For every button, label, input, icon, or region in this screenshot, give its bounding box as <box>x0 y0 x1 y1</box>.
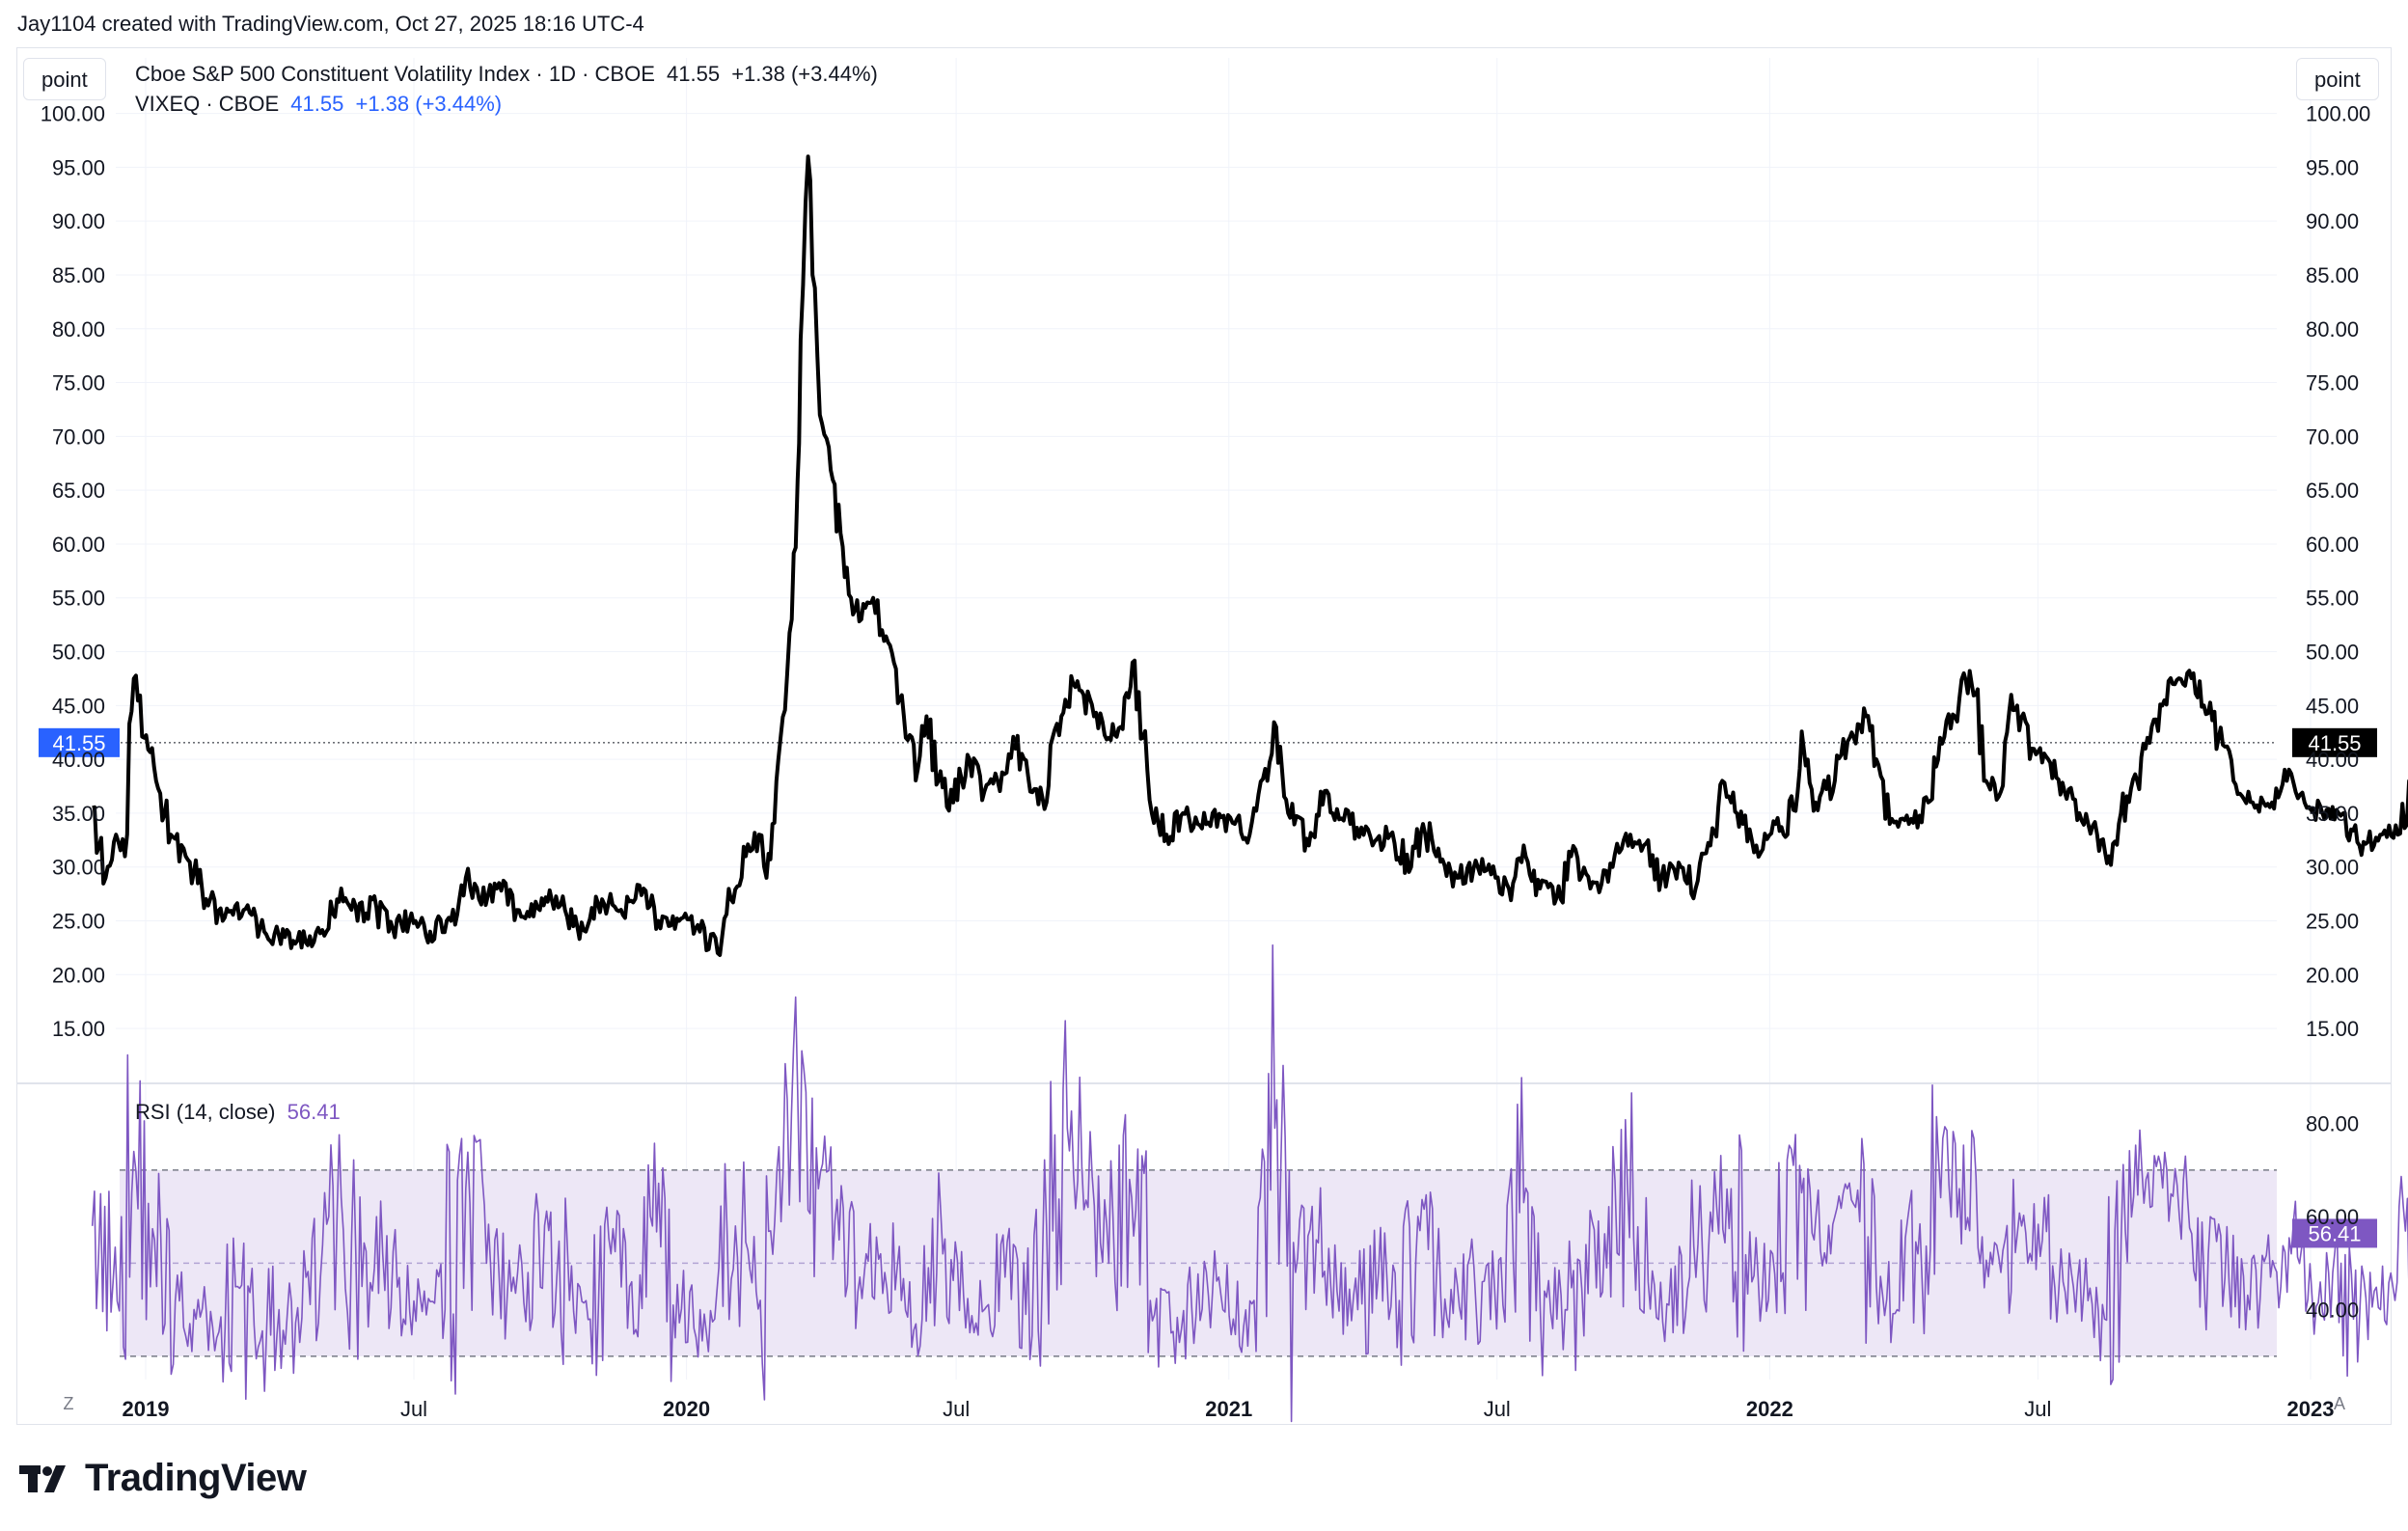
rsi-legend-label[interactable]: RSI (14, close) <box>135 1100 276 1124</box>
x-tick-label: Jul <box>400 1397 427 1421</box>
y-tick-label-left: 95.00 <box>52 155 105 179</box>
y-tick-label-left: 40.00 <box>52 748 105 772</box>
y-tick-label-right: 30.00 <box>2306 856 2359 880</box>
x-tick-label: 2021 <box>1205 1397 1252 1421</box>
rsi-series-line <box>91 943 2408 1423</box>
x-tick-label: Jul <box>1484 1397 1511 1421</box>
y-tick-label-left: 60.00 <box>52 533 105 557</box>
rsi-band-layer <box>120 1169 2277 1357</box>
x-tick-label: 2022 <box>1746 1397 1793 1421</box>
tradingview-logo[interactable]: TradingView <box>19 1457 307 1500</box>
y-tick-label-left: 30.00 <box>52 856 105 880</box>
y-tick-label-left: 65.00 <box>52 478 105 503</box>
x-tick-label: Jul <box>943 1397 970 1421</box>
y-tick-label-right: 50.00 <box>2306 641 2359 665</box>
y-tick-label-left: 50.00 <box>52 641 105 665</box>
x-tick-label: Jul <box>2024 1397 2051 1421</box>
y-tick-label-right: 25.00 <box>2306 910 2359 934</box>
y-tick-label-left: 55.00 <box>52 587 105 611</box>
y-tick-label-right: 65.00 <box>2306 478 2359 503</box>
y-tick-label-left: 20.00 <box>52 963 105 987</box>
y-tick-label-left: 75.00 <box>52 371 105 396</box>
y-tick-label-left: 25.00 <box>52 910 105 934</box>
rsi-legend[interactable]: RSI (14, close) 56.41 <box>135 1100 346 1125</box>
rsi-layer: 56.41 <box>91 943 2408 1423</box>
grid-layer <box>116 58 2312 1380</box>
last-price-badge-left <box>39 727 120 757</box>
symbol-legend[interactable]: VIXEQ · CBOE 41.55 +1.38 (+3.44%) <box>135 92 507 117</box>
scale-mode-button-left[interactable]: point <box>23 58 106 100</box>
x-tick-label: 2020 <box>663 1397 710 1421</box>
x-tick-label: 2023 <box>2286 1397 2334 1421</box>
y-tick-label-right: 60.00 <box>2306 533 2359 557</box>
y-tick-label-left: 80.00 <box>52 317 105 342</box>
y-tick-label-left: 85.00 <box>52 263 105 287</box>
rsi-y-tick-label: 60.00 <box>2306 1205 2359 1229</box>
axis-layer: 2019Jul2020Jul2021Jul2022Jul2023Jul2024J… <box>41 102 2371 1421</box>
y-tick-label-right: 70.00 <box>2306 424 2359 449</box>
rsi-last-badge <box>2292 1218 2377 1248</box>
rsi-legend-value: 56.41 <box>287 1100 341 1124</box>
main-legend: Cboe S&P 500 Constituent Volatility Inde… <box>135 62 884 87</box>
y-tick-label-right: 55.00 <box>2306 587 2359 611</box>
rsi-y-tick-label: 40.00 <box>2306 1299 2359 1323</box>
last-price-label-left: 41.55 <box>52 731 105 755</box>
x-tick-label: 2019 <box>123 1397 170 1421</box>
attribution-text: Jay1104 created with TradingView.com, Oc… <box>17 12 644 36</box>
rsi-y-tick-label: 80.00 <box>2306 1112 2359 1136</box>
tradingview-logo-text: TradingView <box>85 1457 307 1499</box>
y-tick-label-left: 15.00 <box>52 1017 105 1041</box>
y-tick-label-left: 45.00 <box>52 694 105 718</box>
zoom-icon[interactable]: Z <box>63 1394 74 1413</box>
y-tick-label-left: 100.00 <box>41 102 105 126</box>
y-tick-label-right: 80.00 <box>2306 317 2359 342</box>
scale-mode-button-right[interactable]: point <box>2296 58 2379 100</box>
y-tick-label-right: 100.00 <box>2306 102 2370 126</box>
y-tick-label-right: 35.00 <box>2306 802 2359 826</box>
y-tick-label-right: 95.00 <box>2306 155 2359 179</box>
rsi-last-label: 56.41 <box>2308 1221 2361 1245</box>
legend-symbol-value: 41.55 <box>290 92 344 116</box>
y-tick-label-right: 40.00 <box>2306 748 2359 772</box>
y-tick-label-right: 15.00 <box>2306 1017 2359 1041</box>
legend-title-value: 41.55 <box>667 62 721 86</box>
y-tick-label-right: 20.00 <box>2306 963 2359 987</box>
legend-title-change: +1.38 (+3.44%) <box>731 62 878 86</box>
price-series-line <box>92 154 2408 957</box>
price-layer: 41.55 41.55 <box>39 154 2408 957</box>
y-tick-label-right: 85.00 <box>2306 263 2359 287</box>
y-tick-label-right: 90.00 <box>2306 209 2359 233</box>
y-tick-label-left: 90.00 <box>52 209 105 233</box>
last-price-badge-right <box>2292 727 2377 757</box>
legend-symbol[interactable]: VIXEQ · CBOE <box>135 92 280 116</box>
tradingview-logo-icon <box>19 1464 66 1492</box>
last-price-label-right: 41.55 <box>2308 731 2361 755</box>
legend-symbol-change: +1.38 (+3.44%) <box>355 92 503 116</box>
auto-scale-button[interactable]: A <box>2333 1394 2345 1413</box>
y-tick-label-left: 70.00 <box>52 424 105 449</box>
y-tick-label-right: 45.00 <box>2306 694 2359 718</box>
legend-title: Cboe S&P 500 Constituent Volatility Inde… <box>135 62 655 86</box>
y-tick-label-right: 75.00 <box>2306 371 2359 396</box>
y-tick-label-left: 35.00 <box>52 802 105 826</box>
